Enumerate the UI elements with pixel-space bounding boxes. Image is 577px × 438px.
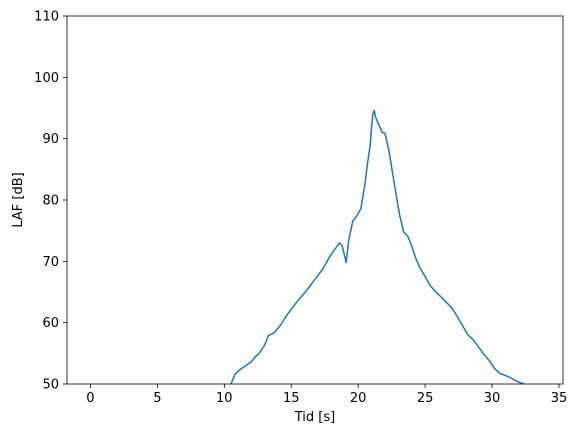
- y-tick-label: 50: [42, 378, 59, 393]
- y-axis: 50 60 70 80 90 100 110: [34, 10, 67, 393]
- x-axis: 0 5 10 15 20 25 30 35: [86, 384, 567, 406]
- x-tick-label: 25: [417, 391, 434, 406]
- y-tick-label: 100: [34, 71, 59, 86]
- x-tick-label: 15: [283, 391, 300, 406]
- plot-area: [230, 109, 525, 384]
- y-tick-label: 110: [34, 10, 59, 25]
- x-tick-label: 30: [484, 391, 501, 406]
- y-tick-label: 70: [42, 255, 59, 270]
- x-tick-label: 10: [216, 391, 233, 406]
- x-tick-label: 0: [86, 391, 94, 406]
- x-tick-label: 35: [551, 391, 568, 406]
- y-tick-label: 90: [42, 132, 59, 147]
- series-line-0: [230, 109, 525, 384]
- y-tick-label: 60: [42, 316, 59, 331]
- x-tick-label: 20: [350, 391, 367, 406]
- plot-frame: [66, 15, 564, 385]
- y-axis-label: LAF [dB]: [11, 172, 26, 227]
- x-axis-label: Tid [s]: [294, 410, 335, 425]
- x-tick-label: 5: [153, 391, 161, 406]
- y-tick-label: 80: [42, 194, 59, 209]
